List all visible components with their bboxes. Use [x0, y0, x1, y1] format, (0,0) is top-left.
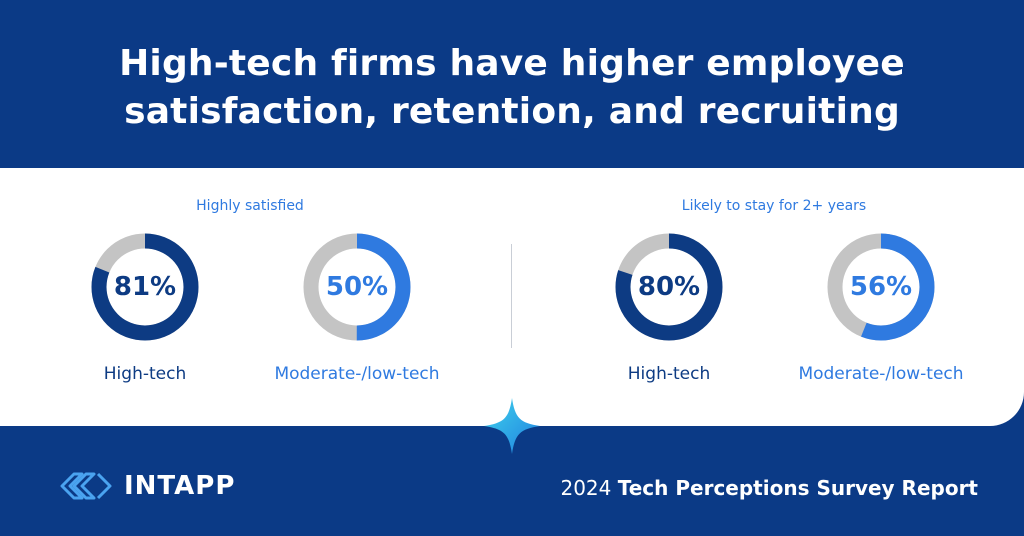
donut-arc [303, 233, 411, 341]
intapp-logo-icon [60, 472, 112, 500]
donut-satisfied-moderate-low-tech: 50% [302, 232, 412, 342]
donut-value-label: 80% [637, 272, 701, 302]
sparkle-svg [484, 398, 540, 454]
group-divider [511, 244, 512, 348]
chart-panel: Highly satisfied Likely to stay for 2+ y… [0, 168, 1024, 426]
report-title: 2024 Tech Perceptions Survey Report [560, 476, 978, 500]
donut-arc [91, 233, 199, 341]
category-label-moderate-low-tech: Moderate-/low-tech [798, 364, 964, 384]
group-title-likely-to-stay: Likely to stay for 2+ years [681, 198, 867, 214]
headline-line-2: satisfaction, retention, and recruiting [124, 91, 900, 132]
report-year: 2024 [560, 476, 612, 500]
donut-svg [303, 233, 411, 341]
donut-stay-moderate-low-tech: 56% [826, 232, 936, 342]
category-label-moderate-low-tech: Moderate-/low-tech [274, 364, 440, 384]
donut-satisfied-high-tech: 81% [90, 232, 200, 342]
intapp-logo: INTAPP [60, 466, 235, 506]
donut-svg [91, 233, 199, 341]
headline-line-1: High-tech firms have higher employee [119, 43, 905, 84]
sparkle-shape [484, 398, 540, 454]
donut-stay-high-tech: 80% [614, 232, 724, 342]
donut-svg [615, 233, 723, 341]
donut-arc [827, 233, 935, 341]
intapp-logo-text: INTAPP [124, 471, 236, 501]
sparkle-icon [482, 396, 542, 456]
donut-value-label: 50% [325, 272, 389, 302]
donut-arc [615, 233, 723, 341]
group-title-highly-satisfied: Highly satisfied [196, 198, 304, 214]
donut-value-label: 56% [849, 272, 913, 302]
category-label-high-tech: High-tech [627, 364, 711, 384]
donut-svg [827, 233, 935, 341]
category-label-high-tech: High-tech [103, 364, 187, 384]
headline: High-tech firms have higher employee sat… [0, 40, 1024, 136]
report-name: Tech Perceptions Survey Report [617, 476, 978, 500]
donut-value-label: 81% [113, 272, 177, 302]
